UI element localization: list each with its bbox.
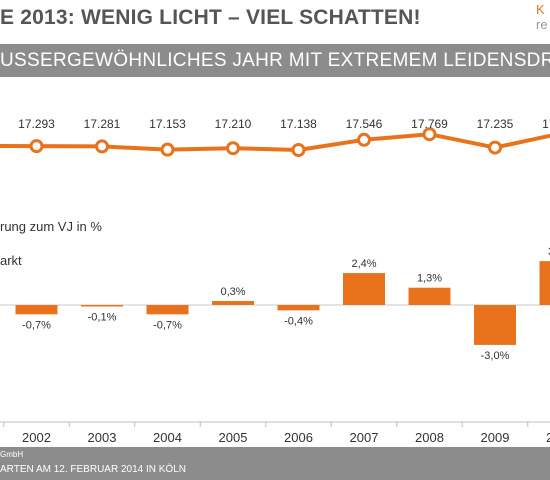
brand-text-line2: re [536, 17, 548, 32]
brand-text-line1: K [536, 2, 545, 17]
x-tick-2005: 2005 [219, 430, 248, 445]
point-label-2009: 17.235 [477, 117, 514, 131]
series-line [0, 132, 550, 152]
bar-label-2008: 1,3% [417, 273, 442, 285]
legend-entry-market: arkt [0, 253, 22, 268]
point-label-2007: 17.546 [346, 117, 383, 131]
bar-2004 [146, 305, 189, 315]
bar-label-2010: 3,3% [548, 246, 550, 258]
x-tick-2007: 2007 [350, 430, 379, 445]
point-label-2010: 17.799 [542, 117, 550, 131]
bar-2009 [474, 305, 516, 345]
x-tick-2003: 2003 [88, 430, 117, 445]
footer-copyright: GmbH [0, 450, 24, 459]
point-2006 [291, 143, 306, 157]
point-2004 [160, 142, 175, 157]
bar-label-2005: 0,3% [220, 286, 245, 298]
x-tick-2002: 2002 [22, 430, 51, 445]
x-tick-2006: 2006 [284, 430, 313, 445]
bar-2006 [277, 305, 320, 311]
point-label-2005: 17.210 [215, 117, 252, 131]
brand-logo: K re [536, 2, 550, 32]
footer-event: ARTEN AM 12. FEBRUAR 2014 IN KÖLN [0, 464, 186, 475]
point-2005 [226, 141, 240, 156]
footer-band: GmbH ARTEN AM 12. FEBRUAR 2014 IN KÖLN [0, 447, 550, 480]
point-label-2006: 17.138 [280, 117, 317, 131]
page-title: E 2013: WENIG LICHT – VIEL SCHATTEN! [0, 6, 421, 29]
bar-label-2009: -3,0% [481, 350, 510, 362]
x-tick-2008: 2008 [415, 430, 444, 445]
point-label-2003: 17.281 [84, 117, 121, 131]
legend-entry-change: rung zum VJ in % [0, 219, 102, 234]
point-2003 [95, 139, 109, 154]
bar-label-2002: -0,7% [22, 319, 51, 331]
bar-2007 [343, 273, 385, 305]
bar-2010 [539, 261, 550, 305]
chart-canvas: -0,7% -0,1% -0,7% 0,3% -0,4% 2,4% 1,3% -3,0% 3,3… [0, 117, 550, 445]
line-series: 17.293 17.281 17.153 17.210 17.138 17.546 17.7… [0, 117, 550, 157]
point-label-2002: 17.293 [18, 117, 55, 131]
x-tick-2010: 2010 [546, 430, 550, 445]
x-tick-2009: 2009 [481, 430, 510, 445]
bar-label-2004: -0,7% [153, 319, 182, 331]
bar-label-2007: 2,4% [351, 258, 376, 270]
bar-2005 [212, 301, 254, 305]
subtitle-banner: USSERGEWÖHNLICHES JAHR MIT EXTREMEM LEID… [0, 44, 550, 77]
bar-label-2003: -0,1% [88, 312, 117, 324]
bar-2002 [15, 305, 58, 315]
x-axis: 2002200320042005200620072008200920102011 [3, 422, 550, 445]
bar-2008 [408, 287, 451, 305]
point-2009 [488, 140, 502, 155]
point-label-2004: 17.153 [149, 117, 186, 131]
bar-label-2006: -0,4% [284, 315, 313, 327]
x-tick-2004: 2004 [153, 430, 182, 445]
point-2007 [357, 132, 371, 147]
point-2008 [422, 127, 437, 142]
bar-series: -0,7% -0,1% -0,7% 0,3% -0,4% 2,4% 1,3% -3,0% 3,3… [15, 246, 550, 362]
bar-2003 [81, 305, 123, 307]
point-label-2008: 17.769 [411, 117, 448, 131]
point-2002 [29, 139, 44, 154]
legend: rung zum VJ in % arkt [0, 210, 102, 278]
